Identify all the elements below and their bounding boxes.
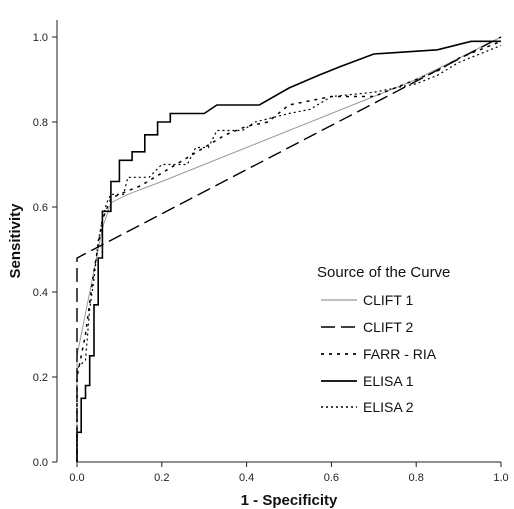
y-axis-title: Sensitivity (7, 203, 24, 279)
series-line-elisa-1 (76, 40, 501, 462)
series-line-clift-1 (76, 36, 502, 462)
legend-label: CLIFT 1 (363, 292, 414, 308)
legend-label: FARR - RIA (363, 346, 437, 362)
series-line-elisa-2 (76, 44, 502, 462)
x-ticks: 0.0 0.2 0.4 0.6 0.8 1.0 (69, 462, 509, 484)
x-tick-label: 0.4 (239, 472, 254, 484)
legend: Source of the Curve CLIFT 1 CLIFT 2 FARR -… (317, 264, 450, 415)
y-tick-label: 0.0 (33, 457, 48, 469)
axes (56, 20, 501, 463)
legend-title: Source of the Curve (317, 264, 450, 281)
y-tick-label: 1.0 (33, 32, 48, 44)
legend-label: ELISA 2 (363, 399, 414, 415)
legend-label: CLIFT 2 (363, 319, 414, 335)
x-axis-title: 1 - Specificity (241, 492, 338, 509)
x-tick-label: 1.0 (493, 472, 508, 484)
y-tick-label: 0.8 (33, 117, 48, 129)
series-line-farr-ria (76, 40, 502, 462)
x-tick-label: 0.0 (69, 472, 84, 484)
y-tick-label: 0.6 (33, 202, 48, 214)
x-tick-label: 0.2 (154, 472, 169, 484)
y-tick-label: 0.4 (33, 287, 48, 299)
x-tick-label: 0.6 (324, 472, 339, 484)
series-line-clift-2 (76, 36, 502, 462)
y-tick-label: 0.2 (33, 372, 48, 384)
y-ticks: 0.0 0.2 0.4 0.6 0.8 1.0 (33, 32, 57, 469)
x-tick-label: 0.8 (409, 472, 424, 484)
plot-lines (76, 36, 502, 462)
legend-label: ELISA 1 (363, 373, 414, 389)
